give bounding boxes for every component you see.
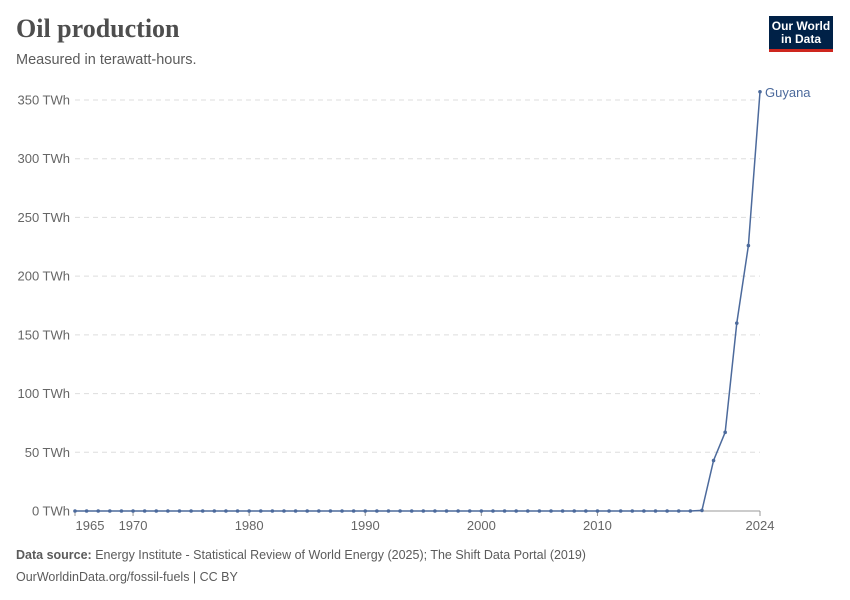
data-point [119,509,124,513]
data-point [491,509,495,513]
y-tick-label: 300 TWh [17,151,70,166]
data-point [73,509,77,513]
data-point [247,509,251,513]
source-text: Energy Institute - Statistical Review of… [95,548,586,562]
data-point [108,509,112,513]
data-point [433,509,437,513]
data-point [618,509,623,513]
data-point [653,509,658,513]
y-tick-label: 0 TWh [32,504,70,519]
data-point [409,509,414,513]
data-point [584,509,588,513]
y-tick-label: 350 TWh [17,93,70,108]
x-tick-label: 2000 [467,518,496,533]
data-point [688,509,693,513]
y-tick-label: 200 TWh [17,269,70,284]
data-point [386,509,391,513]
data-point [166,509,170,513]
data-point [398,509,402,513]
data-point [572,509,577,513]
data-point [293,509,298,513]
chart-title: Oil production [16,14,180,43]
data-point [363,509,368,513]
data-point [630,509,635,513]
data-point [665,509,669,513]
data-point [467,509,472,513]
x-tick-label: 2024 [746,518,775,533]
data-point [734,321,739,325]
data-source: Data source: Energy Institute - Statisti… [16,548,586,562]
data-point [282,509,286,513]
logo-line-2: in Data [780,32,821,46]
data-point [258,509,263,513]
x-tick-label: 1970 [119,518,148,533]
x-tick-label: 1990 [351,518,380,533]
data-point [200,509,205,513]
series-line-guyana [75,91,761,512]
series-label: Guyana [765,85,811,100]
data-point [560,509,565,513]
data-point [444,509,449,513]
data-point [305,509,310,513]
data-point [700,508,704,513]
y-tick-label: 50 TWh [25,445,70,460]
data-point [96,509,101,513]
data-point [595,509,600,513]
x-tick-label: 1965 [76,518,105,533]
x-tick-label: 1980 [235,518,264,533]
data-point [676,509,681,513]
data-point [177,509,182,513]
data-point [328,509,333,513]
data-point [317,509,321,513]
data-point [84,509,89,513]
data-point [270,509,275,513]
data-point [502,509,507,513]
data-point [131,509,135,513]
data-point [154,509,159,513]
data-point [479,509,484,513]
data-point [758,89,762,94]
source-label: Data source: [16,548,92,562]
data-point [421,509,426,513]
data-point [189,509,193,513]
data-point [723,430,727,435]
data-point [142,509,147,513]
data-point [212,509,217,513]
data-point [375,509,379,513]
data-point [224,509,228,513]
data-point [456,509,460,513]
data-point [711,458,716,463]
data-point [537,509,542,513]
logo-line-1: Our World [771,19,831,33]
data-point [746,243,751,248]
x-tick-label: 2010 [583,518,612,533]
data-point [642,509,646,513]
data-point [607,509,611,513]
data-point [340,509,344,513]
chart-subtitle: Measured in terawatt-hours. [16,52,197,68]
data-point [549,509,553,513]
data-point [514,509,518,513]
data-point [235,509,240,513]
y-tick-label: 250 TWh [17,210,70,225]
y-tick-label: 100 TWh [17,386,70,401]
y-tick-label: 150 TWh [17,327,70,342]
data-point [351,509,356,513]
data-point [525,509,530,513]
footer-url[interactable]: OurWorldinData.org/fossil-fuels | CC BY [16,570,238,584]
owid-logo[interactable]: Our World in Data [769,16,833,52]
